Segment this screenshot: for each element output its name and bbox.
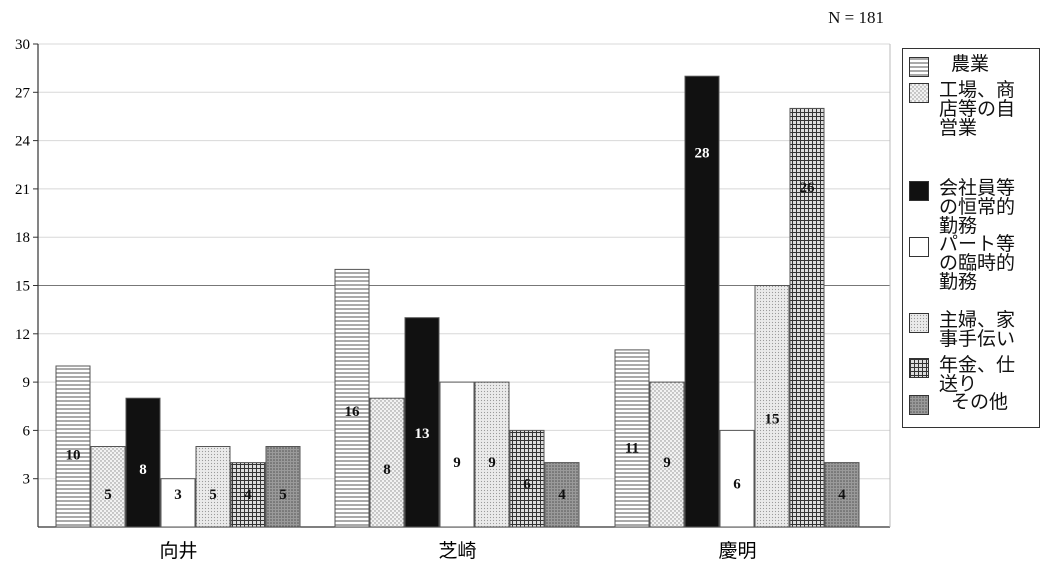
legend-label: 農業 <box>951 53 990 75</box>
bar <box>684 75 720 528</box>
bar-value-label: 28 <box>695 145 710 161</box>
legend: 農業工場、商 店等の自 営業 会社員等 の恒常的 勤務 パート等 の臨時的 勤務主婦… <box>902 48 1040 428</box>
bar <box>369 397 405 528</box>
bar <box>474 381 510 528</box>
legend-swatch <box>909 181 929 201</box>
bar-value-label: 11 <box>625 440 639 456</box>
legend-swatch <box>909 237 929 257</box>
bar <box>160 478 196 528</box>
bar <box>649 381 685 528</box>
legend-swatch <box>909 313 929 333</box>
bar <box>754 285 790 528</box>
legend-item: その他 <box>909 393 1037 415</box>
bar-value-label: 4 <box>244 487 252 503</box>
bar <box>90 446 126 528</box>
bar-value-label: 9 <box>663 455 671 471</box>
bar-value-label: 6 <box>523 477 531 493</box>
y-tick-label: 9 <box>23 375 31 391</box>
legend-item: パート等 の臨時的 勤務 <box>909 235 1037 292</box>
legend-label: 工場、商 店等の自 営業 <box>939 79 1016 139</box>
bar <box>614 349 650 528</box>
bar-value-label: 9 <box>453 455 461 471</box>
legend-swatch <box>909 57 929 77</box>
x-category-label: 芝崎 <box>438 540 476 562</box>
x-category-label: 向井 <box>159 540 197 562</box>
bar <box>230 462 266 528</box>
bar-value-label: 6 <box>733 477 741 493</box>
legend-label: パート等 の臨時的 勤務 <box>939 233 1016 293</box>
legend-label: 年金、仕 送り <box>939 354 1016 395</box>
bar <box>334 268 370 528</box>
bar <box>544 462 580 528</box>
bar-value-label: 26 <box>800 180 816 196</box>
bar-value-label: 10 <box>66 448 81 464</box>
bar-value-label: 3 <box>174 487 182 503</box>
bar-value-label: 16 <box>345 404 361 420</box>
y-tick-label: 30 <box>15 37 30 53</box>
y-tick-label: 6 <box>23 423 31 439</box>
legend-item: 主婦、家 事手伝い <box>909 311 1037 349</box>
legend-swatch <box>909 83 929 103</box>
y-tick-label: 18 <box>15 230 30 246</box>
bar-value-label: 5 <box>209 487 217 503</box>
y-tick-label: 12 <box>15 327 30 343</box>
y-tick-label: 21 <box>15 182 30 198</box>
bar <box>824 462 860 528</box>
legend-item: 年金、仕 送り <box>909 356 1037 394</box>
legend-label: 主婦、家 事手伝い <box>939 309 1016 350</box>
bar <box>195 446 231 528</box>
axes: 3 6 9 12 15 18 21 24 27 30 向井 芝崎 慶明 <box>15 37 891 562</box>
legend-swatch <box>909 358 929 378</box>
bar-value-label: 8 <box>139 462 147 478</box>
bar <box>265 446 301 528</box>
bar-value-label: 8 <box>383 462 391 478</box>
bar <box>404 317 440 528</box>
bar <box>719 429 755 528</box>
y-tick-label: 27 <box>15 85 31 101</box>
legend-item: 農業 <box>909 55 1037 77</box>
bar <box>509 429 545 528</box>
legend-swatch <box>909 395 929 415</box>
bar <box>439 381 475 528</box>
x-category-label: 慶明 <box>718 540 756 562</box>
bar-value-label: 5 <box>104 487 112 503</box>
bar-value-label: 9 <box>488 455 496 471</box>
bar-value-labels: 10 5 8 3 5 4 5 16 8 13 9 9 6 4 11 9 28 6 15 26 4 <box>66 145 847 503</box>
bar <box>125 397 161 528</box>
bar <box>55 365 91 528</box>
legend-item: 会社員等 の恒常的 勤務 <box>909 179 1037 236</box>
bar <box>789 107 825 528</box>
y-tick-label: 24 <box>15 134 31 150</box>
legend-item: 工場、商 店等の自 営業 <box>909 81 1037 138</box>
legend-label: 会社員等 の恒常的 勤務 <box>939 177 1016 237</box>
y-tick-label: 15 <box>15 279 30 295</box>
y-tick-label: 3 <box>23 472 31 488</box>
bar-value-label: 4 <box>558 487 566 503</box>
legend-label: その他 <box>951 391 1009 413</box>
bar-value-label: 15 <box>765 411 780 427</box>
bars <box>55 75 860 528</box>
bar-value-label: 4 <box>838 487 846 503</box>
bar-value-label: 5 <box>279 487 287 503</box>
bar-value-label: 13 <box>415 426 430 442</box>
sample-size-label: N = 181 <box>828 8 884 27</box>
